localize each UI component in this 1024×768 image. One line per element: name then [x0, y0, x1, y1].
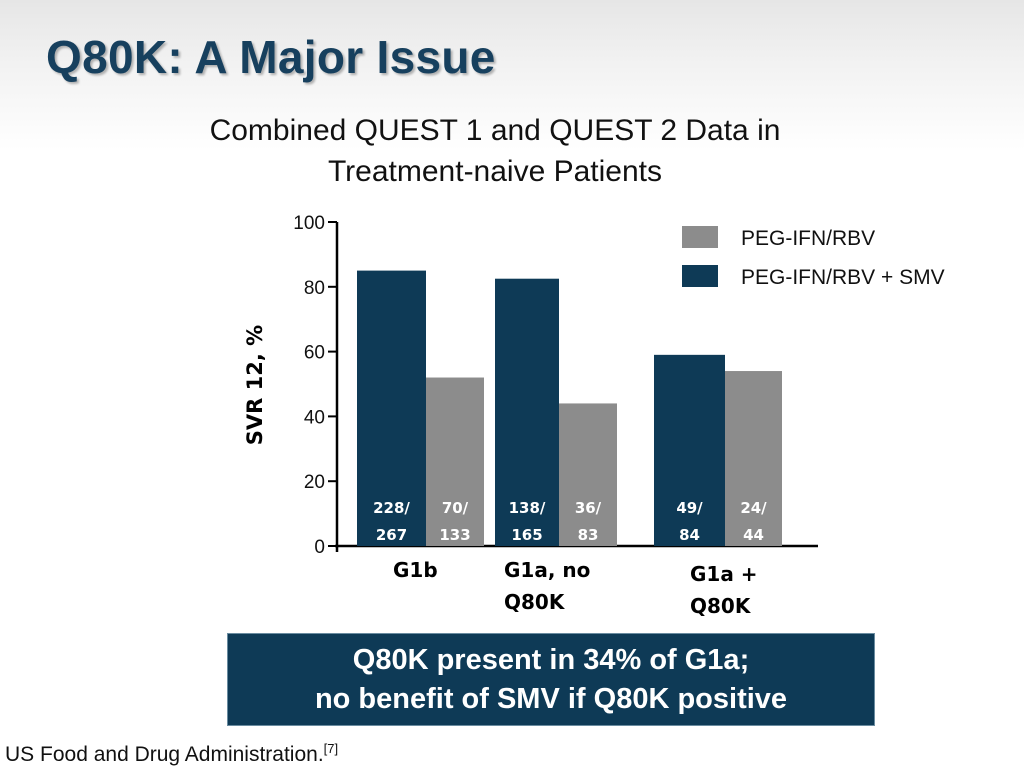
bar-smv [654, 354, 725, 546]
key-finding-callout: Q80K present in 34% of G1a; no benefit o… [227, 633, 875, 726]
y-tick-label: 100 [293, 213, 325, 234]
bar-label-denominator: 133 [439, 526, 470, 544]
legend-swatch [682, 226, 718, 248]
bar-label-numerator: 228/ [373, 499, 410, 517]
slide-title: Q80K: A Major Issue [46, 31, 496, 83]
callout-line-2: no benefit of SMV if Q80K positive [314, 682, 788, 715]
subtitle-line-2: Treatment-naive Patients [327, 155, 663, 188]
bar-label-denominator: 83 [578, 526, 599, 544]
y-tick-label: 60 [304, 343, 325, 364]
y-axis-title: SVR 12, % [243, 325, 267, 445]
legend-label: PEG-IFN/RBV + SMV [741, 266, 945, 289]
bar-control [559, 403, 617, 546]
bar-label-numerator: 49/ [676, 499, 703, 517]
bar-smv [495, 278, 559, 546]
legend-label: PEG-IFN/RBV [741, 227, 875, 250]
bar-label-denominator: 44 [743, 526, 764, 544]
bar-control [426, 377, 484, 546]
chart-subtitle: Combined QUEST 1 and QUEST 2 Data in Tre… [140, 110, 850, 192]
bar-label-numerator: 24/ [740, 499, 767, 517]
bar-label-denominator: 267 [376, 526, 407, 544]
category-label: Q80K [504, 590, 566, 614]
legend-swatch [682, 265, 718, 287]
source-footnote: US Food and Drug Administration.[7] [5, 741, 338, 767]
category-label: Q80K [690, 594, 752, 618]
y-tick-label: 40 [304, 407, 325, 428]
bar-label-numerator: 36/ [575, 499, 602, 517]
y-tick-label: 20 [304, 472, 325, 493]
footnote-text: US Food and Drug Administration. [5, 743, 324, 766]
category-label: G1a, no [504, 558, 590, 582]
bar-smv [357, 270, 426, 546]
callout-line-1: Q80K present in 34% of G1a; [352, 643, 750, 676]
bar-control [725, 371, 782, 546]
bar-label-denominator: 84 [679, 526, 700, 544]
y-tick-label: 80 [304, 278, 325, 299]
category-label: G1a + [690, 562, 758, 586]
bar-label-numerator: 70/ [442, 499, 469, 517]
bar-label-denominator: 165 [511, 526, 542, 544]
bar-label-numerator: 138/ [509, 499, 546, 517]
y-tick-label: 0 [314, 537, 325, 558]
category-label: G1b [393, 558, 438, 582]
subtitle-line-1: Combined QUEST 1 and QUEST 2 Data in [209, 114, 781, 147]
footnote-reference: [7] [323, 741, 339, 756]
